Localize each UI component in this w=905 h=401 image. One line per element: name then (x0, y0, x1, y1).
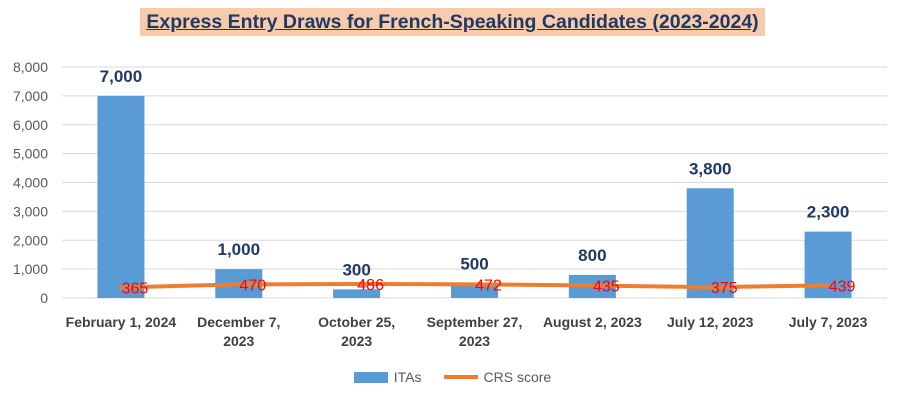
x-tick-label: February 1, 2024 (66, 314, 177, 330)
chart-plot: 0 1,000 2,000 3,000 4,000 5,000 6,000 7,000 8,00… (13, 59, 887, 349)
bar-data-label: 500 (460, 255, 488, 274)
crs-data-label: 439 (829, 278, 856, 295)
y-tick-label: 1,000 (13, 261, 48, 277)
y-tick-label: 5,000 (13, 146, 48, 162)
x-tick-label: July 7, 2023 (789, 314, 868, 330)
legend-item-itas: ITAs (353, 369, 422, 385)
crs-data-label: 435 (593, 278, 620, 295)
x-tick-label: August 2, 2023 (543, 314, 642, 330)
legend-item-crs: CRS score (443, 369, 552, 385)
bar-data-label: 7,000 (100, 67, 143, 86)
x-tick-label: September 27, (427, 314, 523, 330)
y-tick-label: 0 (40, 290, 48, 306)
crs-data-label: 375 (711, 280, 738, 297)
legend-swatch-line (443, 375, 478, 379)
y-tick-label: 8,000 (13, 59, 48, 75)
bar (686, 188, 734, 298)
bar-data-label: 800 (578, 246, 606, 265)
bar-data-label: 300 (342, 260, 370, 279)
y-tick-label: 6,000 (13, 117, 48, 133)
x-tick-label: July 12, 2023 (667, 314, 754, 330)
x-tick-label: 2023 (459, 333, 490, 349)
chart-legend: ITAs CRS score (0, 369, 905, 385)
legend-label-crs: CRS score (483, 369, 552, 385)
x-tick-label: October 25, (318, 314, 395, 330)
y-tick-label: 4,000 (13, 175, 48, 191)
crs-data-label: 365 (122, 280, 149, 297)
crs-data-label: 486 (357, 277, 384, 294)
y-tick-label: 3,000 (13, 203, 48, 219)
bar-data-label: 3,800 (689, 159, 732, 178)
x-tick-label: 2023 (341, 333, 372, 349)
chart-title: Express Entry Draws for French-Speaking … (140, 8, 765, 36)
crs-line (118, 281, 831, 290)
x-tick-label: December 7, (197, 314, 280, 330)
legend-label-itas: ITAs (393, 369, 422, 385)
crs-data-label: 472 (475, 277, 502, 294)
bar (333, 289, 381, 298)
crs-data-label: 470 (239, 277, 266, 294)
x-tick-label: 2023 (223, 333, 254, 349)
legend-swatch-bar (353, 371, 388, 383)
y-tick-label: 7,000 (13, 88, 48, 104)
bar (451, 283, 498, 298)
bar-data-label: 1,000 (218, 240, 261, 259)
bar-data-label: 2,300 (807, 203, 850, 222)
bar (97, 95, 145, 298)
y-tick-label: 2,000 (13, 232, 48, 248)
